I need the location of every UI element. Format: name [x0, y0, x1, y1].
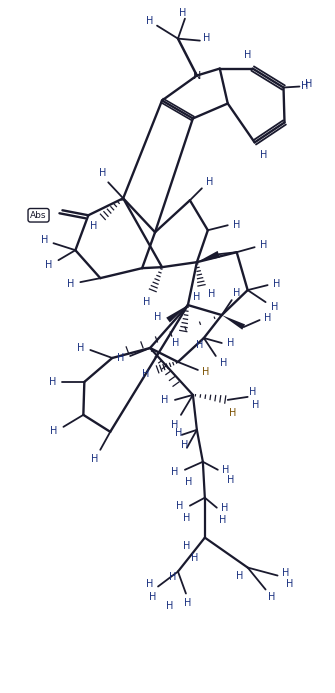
Text: H: H	[206, 177, 213, 187]
Polygon shape	[222, 315, 245, 330]
Text: H: H	[45, 260, 52, 270]
Text: H: H	[161, 395, 169, 405]
Text: H: H	[171, 420, 179, 430]
Text: H: H	[50, 426, 57, 436]
Text: N: N	[193, 71, 201, 80]
Text: H: H	[301, 80, 308, 91]
Text: H: H	[117, 353, 124, 363]
Text: H: H	[227, 338, 234, 348]
Text: H: H	[77, 343, 84, 353]
Text: H: H	[203, 33, 210, 43]
Text: H: H	[196, 340, 204, 350]
Text: H: H	[222, 465, 229, 475]
Text: H: H	[191, 552, 199, 563]
Text: H: H	[260, 150, 267, 160]
Text: H: H	[221, 502, 228, 513]
Text: H: H	[90, 221, 97, 231]
Text: H: H	[282, 568, 289, 577]
Text: H: H	[184, 599, 192, 608]
Text: H: H	[252, 400, 259, 410]
Text: H: H	[193, 292, 201, 302]
Text: H: H	[183, 541, 191, 551]
Text: H: H	[181, 440, 189, 450]
Text: H: H	[171, 467, 179, 477]
Text: H: H	[67, 279, 74, 289]
Text: H: H	[220, 358, 227, 368]
Text: H: H	[271, 302, 278, 312]
Text: H: H	[202, 367, 209, 377]
Text: H: H	[264, 313, 271, 323]
Text: H: H	[227, 475, 234, 484]
Text: H: H	[183, 513, 191, 523]
Text: H: H	[49, 377, 56, 387]
Text: H: H	[260, 240, 267, 250]
Text: H: H	[233, 220, 241, 230]
Text: H: H	[149, 593, 157, 602]
Text: H: H	[146, 579, 154, 588]
Text: H: H	[185, 477, 193, 486]
Text: H: H	[208, 289, 215, 299]
Text: H: H	[305, 78, 312, 89]
Text: H: H	[229, 408, 237, 418]
Text: H: H	[90, 454, 98, 464]
Text: H: H	[143, 297, 151, 307]
Text: H: H	[219, 515, 226, 525]
Text: H: H	[268, 593, 275, 602]
Text: H: H	[273, 279, 280, 289]
Text: H: H	[41, 235, 48, 245]
Text: H: H	[146, 16, 154, 26]
Text: Abs: Abs	[30, 211, 47, 220]
Text: H: H	[169, 572, 177, 581]
Text: H: H	[175, 428, 183, 438]
Polygon shape	[166, 305, 188, 322]
Text: H: H	[166, 602, 174, 611]
Text: H: H	[286, 579, 293, 588]
Text: H: H	[179, 8, 187, 17]
Text: H: H	[98, 168, 106, 178]
Text: H: H	[244, 50, 251, 60]
Polygon shape	[197, 251, 220, 262]
Text: H: H	[249, 387, 256, 397]
Text: H: H	[154, 312, 162, 322]
Text: H: H	[142, 369, 150, 379]
Text: H: H	[176, 500, 184, 511]
Text: H: H	[172, 338, 180, 348]
Text: H: H	[233, 288, 241, 298]
Text: H: H	[236, 570, 244, 581]
